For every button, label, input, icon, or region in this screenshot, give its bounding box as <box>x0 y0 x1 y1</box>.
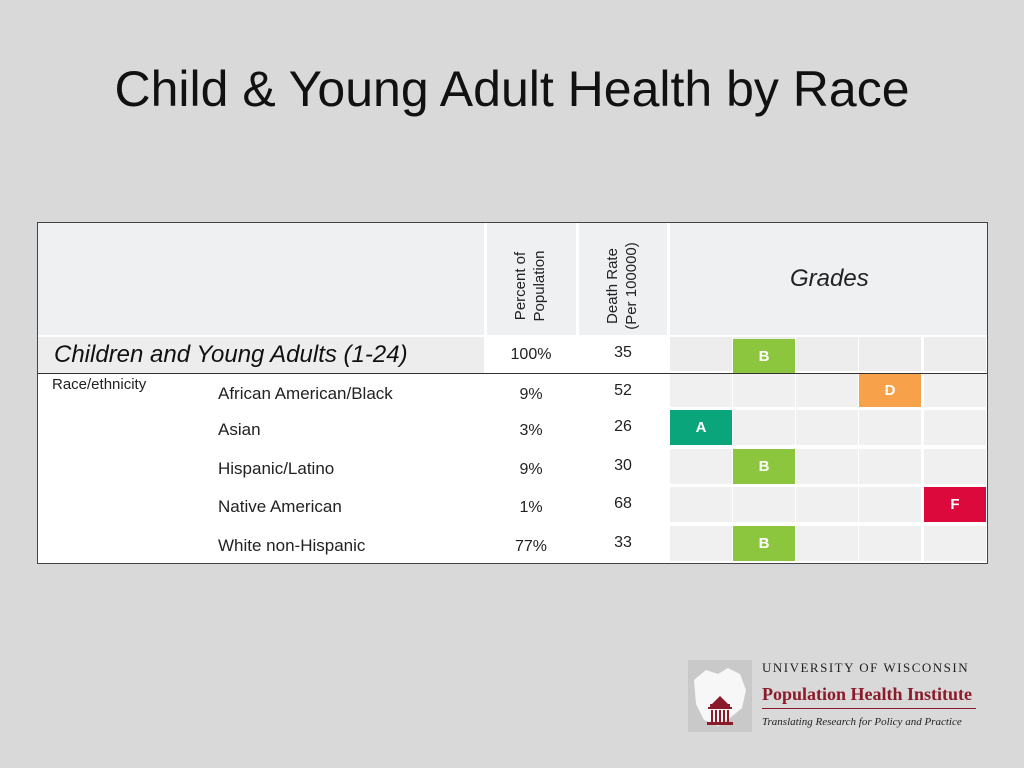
row-death-rate: 52 <box>614 382 632 399</box>
row-divider <box>200 524 987 526</box>
grade-cell <box>859 487 921 522</box>
row-race-name: Asian <box>218 420 261 439</box>
logo-rule <box>762 708 976 709</box>
row-percent: 9% <box>519 461 543 478</box>
row-percent: 77% <box>514 538 548 555</box>
row-death-rate: 68 <box>614 495 632 512</box>
row-percent: 1% <box>519 499 543 516</box>
grade-cell <box>859 410 921 445</box>
summary-death-rate: 35 <box>614 344 632 361</box>
grade-cell <box>733 487 795 522</box>
row-grade-badge: B <box>733 449 795 484</box>
header-percent-of-population: Percent of Population <box>512 250 548 322</box>
grade-cell <box>859 526 921 561</box>
grade-cell <box>796 337 858 371</box>
grade-cell <box>796 374 858 407</box>
wisconsin-capitol-icon <box>688 660 752 732</box>
row-grade-badge: B <box>733 526 795 561</box>
summary-grade-badge: B <box>733 339 795 373</box>
row-death-rate: 26 <box>614 418 632 435</box>
row-death-rate: 33 <box>614 534 632 551</box>
summary-row-label: Children and Young Adults (1-24) <box>54 341 408 368</box>
row-death-rate: 30 <box>614 457 632 474</box>
grade-cell <box>670 487 732 522</box>
row-race-name: White non-Hispanic <box>218 536 366 555</box>
summary-divider <box>38 373 987 374</box>
grade-cell <box>796 410 858 445</box>
row-percent: 9% <box>519 386 543 403</box>
summary-percent: 100% <box>510 346 552 363</box>
table-header-row <box>38 223 987 335</box>
column-divider <box>576 223 579 563</box>
grade-cell <box>670 337 732 371</box>
grade-cell <box>924 374 986 407</box>
group-label: Race/ethnicity <box>52 376 147 393</box>
row-race-name: Native American <box>218 497 342 516</box>
row-race-name: African American/Black <box>218 384 393 403</box>
row-divider <box>200 485 987 487</box>
row-race-name: Hispanic/Latino <box>218 459 335 478</box>
grade-cell <box>796 487 858 522</box>
grade-cell <box>670 374 732 407</box>
column-divider <box>484 223 487 563</box>
grade-cell <box>796 449 858 484</box>
column-divider <box>667 223 670 563</box>
grade-cell <box>859 337 921 371</box>
row-grade-badge: A <box>670 410 732 445</box>
grade-cell <box>924 526 986 561</box>
grade-cell <box>924 337 986 371</box>
logo-institute-text: Population Health Institute <box>762 684 973 704</box>
slide-title: Child & Young Adult Health by Race <box>114 61 910 117</box>
grades-table: Percent of Population Death Rate (Per 1000… <box>37 222 988 564</box>
row-grade-badge: D <box>859 374 921 407</box>
row-percent: 3% <box>519 422 543 439</box>
logo-tagline-text: Translating Research for Policy and Prac… <box>762 716 962 728</box>
header-grades: Grades <box>790 265 869 292</box>
row-divider <box>200 408 987 410</box>
university-logo: UNIVERSITY OF WISCONSIN Population Healt… <box>688 658 988 738</box>
grade-cell <box>859 449 921 484</box>
grade-cell <box>796 526 858 561</box>
logo-university-text: UNIVERSITY OF WISCONSIN <box>762 660 970 675</box>
grade-cell <box>733 374 795 407</box>
grade-cell <box>670 449 732 484</box>
grade-cell <box>670 526 732 561</box>
grade-cell <box>924 410 986 445</box>
grade-cell <box>924 449 986 484</box>
row-grade-badge: F <box>924 487 986 522</box>
summary-row-label-bg <box>38 337 484 373</box>
header-death-rate: Death Rate (Per 100000) <box>604 242 640 330</box>
row-divider <box>200 447 987 449</box>
grade-cell <box>733 410 795 445</box>
column-divider <box>198 374 200 563</box>
